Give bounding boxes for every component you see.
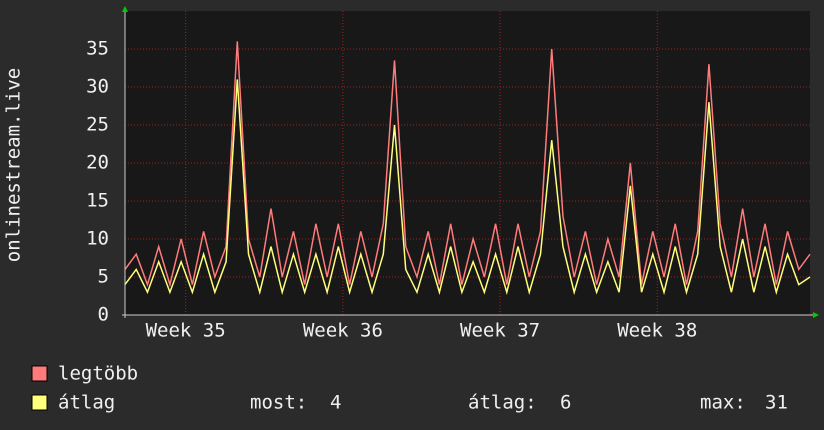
legend-label: átlag xyxy=(58,392,115,414)
stat-value: 4 xyxy=(330,392,341,414)
y-tick-label: 25 xyxy=(86,114,109,136)
x-arrow xyxy=(813,312,819,318)
legend-label: legtöbb xyxy=(58,363,138,385)
stat-label: max: xyxy=(700,392,746,414)
y-tick-label: 15 xyxy=(86,190,109,212)
y-tick-label: 20 xyxy=(86,152,109,174)
marks xyxy=(124,11,811,316)
stat-value: 31 xyxy=(765,392,788,414)
y-tick-label: 0 xyxy=(98,304,109,326)
x-tick-label: Week 38 xyxy=(617,320,697,342)
stat-label: most: xyxy=(250,392,307,414)
y-tick-label: 10 xyxy=(86,228,109,250)
series-line xyxy=(124,41,811,288)
x-tick-label: Week 35 xyxy=(146,320,226,342)
x-tick-label: Week 37 xyxy=(460,320,540,342)
y-axis-label: onlinestream.live xyxy=(3,68,25,262)
y-arrow xyxy=(122,6,128,12)
stat-value: 6 xyxy=(560,392,571,414)
y-tick-label: 35 xyxy=(86,38,109,60)
legend-swatch xyxy=(31,394,48,411)
legend-swatch xyxy=(31,365,48,382)
series-line xyxy=(124,79,811,296)
y-tick-label: 5 xyxy=(98,266,109,288)
x-tick-label: Week 36 xyxy=(303,320,383,342)
y-tick-label: 30 xyxy=(86,76,109,98)
stat-label: átlag: xyxy=(468,392,537,414)
